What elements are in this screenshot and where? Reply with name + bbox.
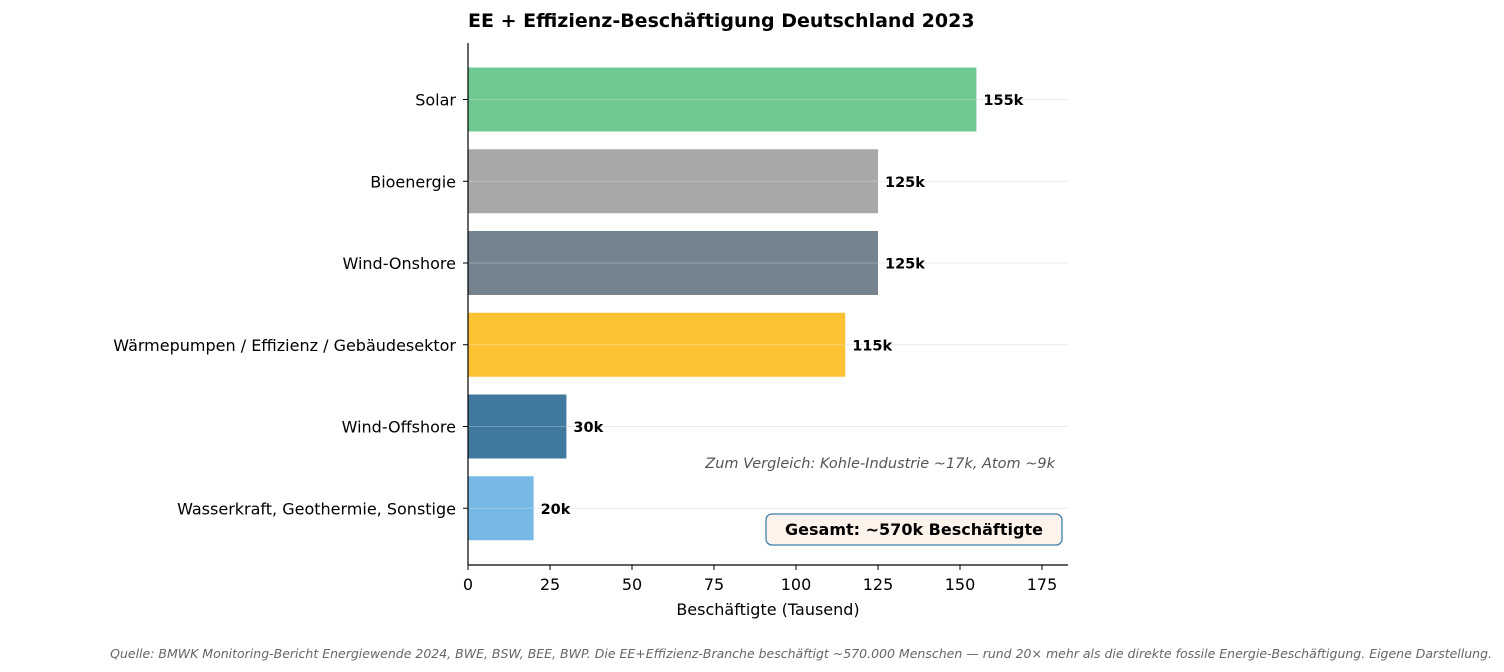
category-label: Wind-Onshore xyxy=(343,254,457,273)
data-label: 125k xyxy=(885,257,925,273)
bar xyxy=(468,476,534,541)
x-tick-label: 75 xyxy=(704,575,724,594)
bar xyxy=(468,394,567,459)
source-footer: Quelle: BMWK Monitoring-Bericht Energiew… xyxy=(110,646,1492,661)
bar xyxy=(468,67,977,132)
x-tick-label: 100 xyxy=(781,575,812,594)
data-label: 155k xyxy=(983,93,1023,109)
x-tick-label: 125 xyxy=(863,575,894,594)
axes xyxy=(467,43,1068,566)
x-tick-label: 50 xyxy=(622,575,642,594)
data-label: 30k xyxy=(573,420,603,436)
total-box xyxy=(765,513,1063,546)
total-annotation: Gesamt: ~570k Beschäftigte xyxy=(785,520,1043,539)
bar xyxy=(468,312,846,377)
category-label: Wärmepumpen / Effizienz / Gebäudesektor xyxy=(113,336,456,355)
data-label: 20k xyxy=(541,502,571,518)
labels: Solar Bioenergie Wind-Onshore Wärmepumpen /… xyxy=(113,91,1057,595)
category-label: Bioenergie xyxy=(370,172,456,191)
x-axis-label: Beschäftigte (Tausend) xyxy=(676,600,859,619)
chart-title: EE + Effizienz-Beschäftigung Deutschland… xyxy=(468,10,975,32)
comparison-note: Zum Vergleich: Kohle-Industrie ~17k, Ato… xyxy=(704,456,1055,472)
bars xyxy=(468,67,977,541)
data-label: 115k xyxy=(852,338,892,354)
category-label: Solar xyxy=(415,91,456,110)
x-tick-label: 0 xyxy=(463,575,473,594)
x-tick-label: 150 xyxy=(945,575,976,594)
category-label: Wind-Offshore xyxy=(342,418,456,437)
x-tick-label: 175 xyxy=(1027,575,1058,594)
category-label: Wasserkraft, Geothermie, Sonstige xyxy=(177,499,456,518)
x-tick-label: 25 xyxy=(540,575,560,594)
data-label: 125k xyxy=(885,175,925,191)
bar xyxy=(468,231,878,295)
bar xyxy=(468,149,878,214)
